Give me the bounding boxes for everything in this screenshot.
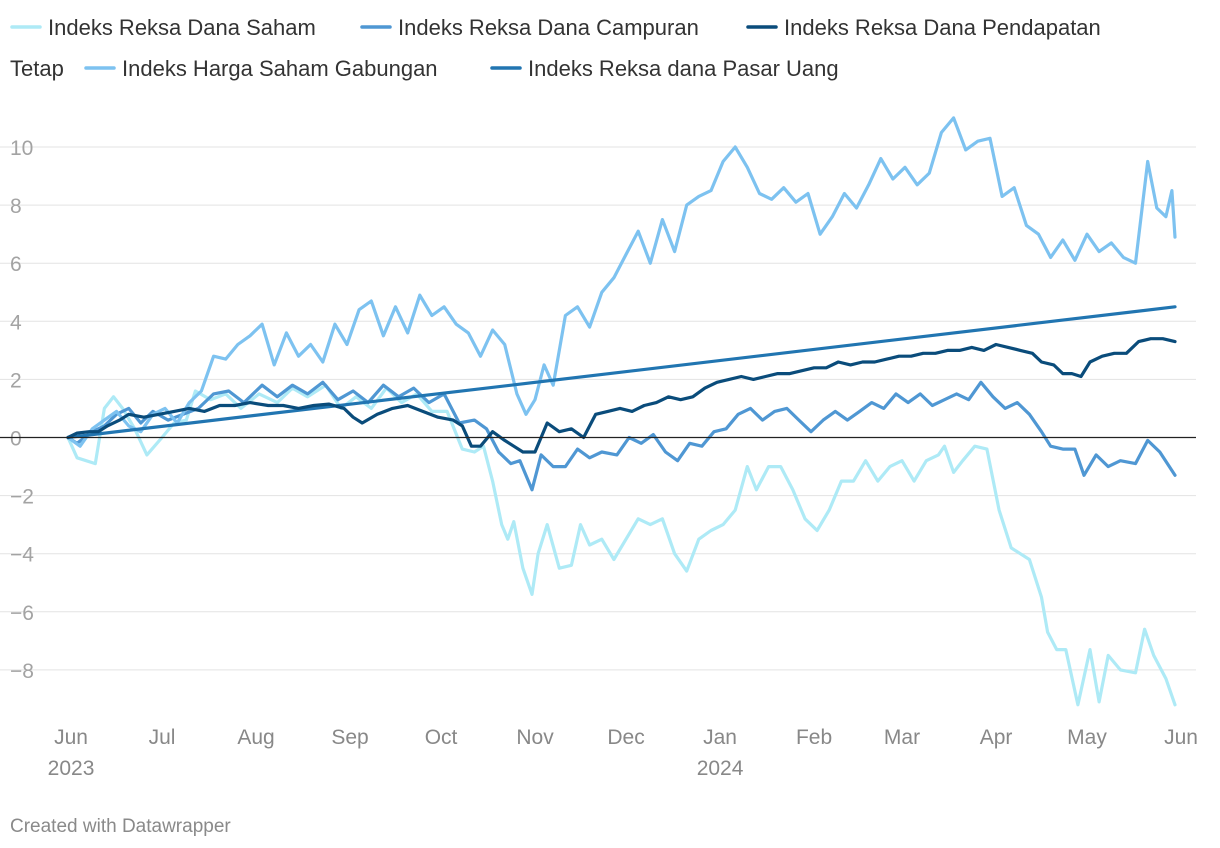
y-tick-label: −2 — [10, 486, 34, 509]
x-tick-label: Jan — [703, 726, 737, 749]
x-tick-label: Oct — [425, 726, 458, 749]
x-tick-label: Jun — [54, 726, 88, 749]
legend-item: Indeks Reksa Dana Campuran — [360, 15, 699, 40]
x-tick-label: Feb — [796, 726, 832, 749]
legend-label: Indeks Reksa dana Pasar Uang — [528, 56, 839, 81]
legend-label: Indeks Reksa Dana Campuran — [398, 15, 699, 40]
x-tick-label: Mar — [884, 726, 920, 749]
y-tick-label: −4 — [10, 544, 34, 567]
series-line — [66, 337, 1177, 454]
series-line — [66, 383, 1177, 707]
y-tick-label: −6 — [10, 602, 34, 625]
x-tick-label: Dec — [607, 726, 644, 749]
x-tick-year: 2024 — [697, 757, 744, 780]
legend-item: Indeks Harga Saham Gabungan — [84, 56, 438, 81]
x-axis: Jun 2023 Jul Aug Sep Oct Nov Dec Jan 2024 Feb Mar Ap… — [48, 726, 1198, 780]
legend-item: Indeks Reksa dana Pasar Uang — [490, 56, 839, 81]
x-tick-label: Aug — [237, 726, 274, 749]
y-tick-label: 0 — [10, 428, 22, 451]
footer-credit: Created with Datawrapper — [10, 816, 231, 837]
legend-item: Indeks Reksa Dana Saham — [10, 15, 316, 40]
y-tick-label: 10 — [10, 137, 33, 160]
legend-label-continued: Tetap — [10, 56, 64, 81]
x-tick-label: Apr — [980, 726, 1013, 749]
x-tick-label: May — [1067, 726, 1107, 749]
x-tick-label: Jun — [1164, 726, 1198, 749]
legend-label: Indeks Harga Saham Gabungan — [122, 56, 438, 81]
y-tick-label: 6 — [10, 253, 22, 276]
y-axis: 10 8 6 4 2 0 −2 −4 −6 −8 — [10, 137, 34, 683]
y-tick-label: −8 — [10, 660, 34, 683]
y-tick-label: 8 — [10, 195, 22, 218]
legend-item: Indeks Reksa Dana Pendapatan Tetap — [10, 15, 1101, 81]
x-tick-label: Jul — [149, 726, 176, 749]
series-line — [66, 380, 1177, 492]
series-lines — [0, 116, 1196, 707]
series-line — [66, 116, 1177, 448]
series-line — [66, 305, 1177, 440]
x-tick-label: Sep — [331, 726, 368, 749]
legend-label: Indeks Reksa Dana Saham — [48, 15, 316, 40]
y-tick-label: 2 — [10, 369, 22, 392]
gridlines — [0, 146, 1196, 671]
x-tick-year: 2023 — [48, 757, 95, 780]
y-tick-label: 4 — [10, 311, 22, 334]
legend: Indeks Reksa Dana Saham Indeks Reksa Dana… — [10, 15, 1101, 81]
x-tick-label: Nov — [516, 726, 554, 749]
legend-label: Indeks Reksa Dana Pendapatan — [784, 15, 1101, 40]
